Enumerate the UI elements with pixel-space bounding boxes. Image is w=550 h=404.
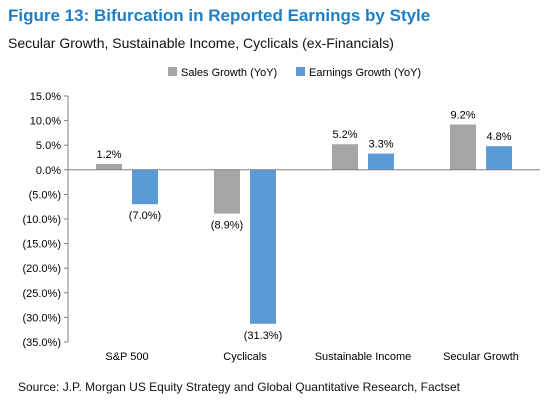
- x-tick-label: Sustainable Income: [315, 351, 412, 363]
- data-label: 1.2%: [96, 149, 121, 161]
- data-label: 9.2%: [450, 110, 475, 122]
- y-tick-label: (15.0%): [22, 239, 61, 251]
- data-label: 4.8%: [486, 131, 511, 143]
- figure-subtitle: Secular Growth, Sustainable Income, Cycl…: [8, 35, 394, 51]
- y-tick-label: (5.0%): [29, 189, 61, 201]
- y-tick-label: 0.0%: [36, 165, 61, 177]
- data-label: (7.0%): [129, 210, 161, 222]
- x-tick-label: S&P 500: [105, 351, 148, 363]
- x-tick-label: Secular Growth: [443, 351, 519, 363]
- bar-earnings: [368, 153, 394, 170]
- y-tick-label: (30.0%): [22, 312, 61, 324]
- data-label: 3.3%: [368, 139, 393, 151]
- y-tick-label: (20.0%): [22, 263, 61, 275]
- legend-swatch: [296, 67, 305, 76]
- bar-earnings: [486, 146, 512, 170]
- y-tick-label: 15.0%: [30, 91, 61, 103]
- y-tick-label: 5.0%: [36, 140, 61, 152]
- figure-title: Figure 13: Bifurcation in Reported Earni…: [8, 6, 431, 25]
- bar-sales: [450, 124, 476, 170]
- bar-sales: [96, 163, 122, 170]
- bar-sales: [214, 169, 240, 214]
- bar-earnings: [132, 169, 158, 205]
- data-label: (31.3%): [244, 330, 283, 342]
- y-tick-label: (25.0%): [22, 288, 61, 300]
- bar-sales: [332, 144, 358, 170]
- y-tick-label: 10.0%: [30, 116, 61, 128]
- data-label: 5.2%: [332, 129, 357, 141]
- data-label: (8.9%): [211, 220, 243, 232]
- legend-label: Sales Growth (YoY): [181, 67, 277, 79]
- y-tick-label: (35.0%): [22, 337, 61, 349]
- legend-swatch: [168, 67, 177, 76]
- y-tick-label: (10.0%): [22, 214, 61, 226]
- source-note: Source: J.P. Morgan US Equity Strategy a…: [18, 380, 461, 394]
- bar-earnings: [250, 169, 276, 324]
- bar-chart: 15.0% 10.0% 5.0% 0.0% (5.0%) (10.0%) (15.0%) (2…: [22, 67, 540, 363]
- x-tick-label: Cyclicals: [223, 351, 267, 363]
- legend-label: Earnings Growth (YoY): [309, 67, 421, 79]
